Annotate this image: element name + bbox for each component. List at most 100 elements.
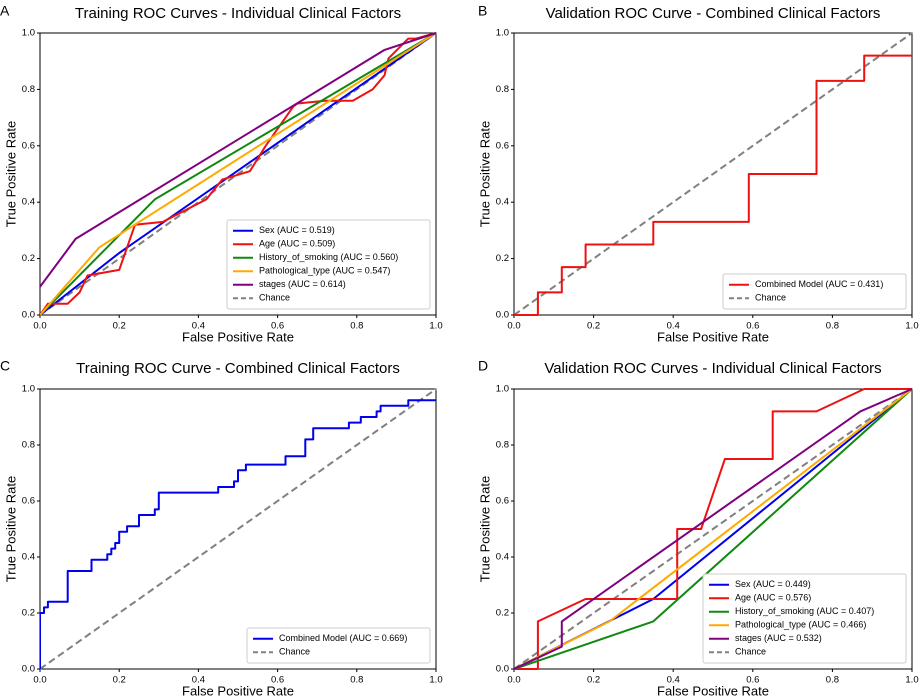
x-tick-label: 0.6 [271,675,284,686]
x-tick-label: 0.8 [826,321,839,332]
series-line-5 [514,388,913,670]
y-axis-label: True Positive Rate [477,121,492,227]
panel-label: A [0,3,10,19]
legend-entry: Chance [755,293,786,303]
x-tick-label: 0.8 [350,321,363,332]
panel-label: B [478,3,487,19]
y-tick-label: 1.0 [22,384,35,395]
chart-title: Training ROC Curves - Individual Clinica… [75,5,401,22]
legend-entry: Pathological_type (AUC = 0.466) [735,620,866,630]
legend-entry: Chance [735,647,766,657]
x-tick-label: 0.4 [667,675,680,686]
series-line-0 [40,399,436,669]
x-tick-label: 0.6 [271,321,284,332]
x-tick-label: 0.0 [507,675,520,686]
y-tick-label: 0.4 [496,552,509,563]
axes-frame [513,32,913,316]
legend-entry: Sex (AUC = 0.519) [259,225,335,235]
series-line-1 [40,32,437,316]
y-tick-label: 0.4 [22,552,35,563]
y-tick-label: 0.6 [496,140,509,151]
series-line-4 [514,388,913,670]
y-tick-label: 0.8 [496,84,509,95]
legend-entry: stages (AUC = 0.614) [259,279,346,289]
chart-title: Validation ROC Curve - Combined Clinical… [546,5,881,22]
y-tick-label: 0.4 [496,197,509,208]
y-tick-label: 0.2 [22,253,35,264]
x-axis-label: False Positive Rate [657,683,769,698]
legend-entry: Combined Model (AUC = 0.669) [279,633,407,643]
legend: Sex (AUC = 0.519) Age (AUC = 0.509) Histor… [226,219,431,310]
y-tick-label: 1.0 [496,384,509,395]
legend-entry: Age (AUC = 0.509) [259,239,335,249]
y-tick-label: 0.8 [22,440,35,451]
y-tick-label: 0.0 [22,664,35,675]
x-axis-label: False Positive Rate [182,683,294,698]
chart-title: Training ROC Curve - Combined Clinical F… [76,360,400,377]
legend-box [226,219,431,310]
legend-entry: Age (AUC = 0.576) [735,593,811,603]
y-tick-label: 0.0 [496,664,509,675]
x-tick-label: 0.4 [192,321,205,332]
chart-title: Validation ROC Curves - Individual Clini… [544,360,881,377]
axes-frame [513,388,913,670]
x-tick-label: 1.0 [905,321,918,332]
y-tick-label: 1.0 [22,28,35,39]
legend: Sex (AUC = 0.449) Age (AUC = 0.576) Histor… [702,573,907,664]
panel-d: D Validation ROC Curves - Individual Clin… [477,358,918,698]
y-tick-label: 0.2 [496,253,509,264]
x-tick-label: 1.0 [429,675,442,686]
x-axis-label: False Positive Rate [657,329,769,344]
x-tick-label: 1.0 [905,675,918,686]
legend-entry: stages (AUC = 0.532) [735,633,822,643]
legend-entry: Combined Model (AUC = 0.431) [755,279,883,289]
series-line-0 [40,32,437,316]
y-axis-label: True Positive Rate [477,476,492,582]
series-line-0 [514,54,912,316]
legend-box [702,573,907,664]
legend-entry: History_of_smoking (AUC = 0.407) [735,606,874,616]
series-line-2 [40,32,437,316]
x-axis-label: False Positive Rate [182,329,294,344]
x-tick-label: 1.0 [429,321,442,332]
y-tick-label: 0.2 [22,608,35,619]
panel-c: C Training ROC Curve - Combined Clinical … [0,358,443,698]
y-axis-label: True Positive Rate [3,121,18,227]
panel-label: D [478,358,488,374]
y-tick-label: 1.0 [496,28,509,39]
legend-box [722,273,907,310]
y-axis-label: True Positive Rate [3,476,18,582]
x-tick-label: 0.4 [667,321,680,332]
series-line-1 [514,32,913,316]
series-line-3 [40,32,437,316]
y-tick-label: 0.2 [496,608,509,619]
y-tick-label: 0.4 [22,197,35,208]
x-tick-label: 0.0 [33,321,46,332]
x-tick-label: 0.4 [192,675,205,686]
axes-frame [39,388,437,670]
axes-frame [39,32,437,316]
y-tick-label: 0.0 [22,310,35,321]
series-line-1 [40,388,437,670]
panel-a: A Training ROC Curves - Individual Clinic… [0,3,443,345]
y-tick-label: 0.6 [22,140,35,151]
legend-entry: Sex (AUC = 0.449) [735,579,811,589]
legend: Combined Model (AUC = 0.431) Chance [722,273,907,310]
x-tick-label: 0.6 [746,675,759,686]
y-tick-label: 0.6 [496,496,509,507]
x-tick-label: 0.2 [587,675,600,686]
legend-entry: Chance [259,293,290,303]
series-line-2 [514,388,913,670]
x-tick-label: 0.8 [826,675,839,686]
x-tick-label: 0.0 [33,675,46,686]
series-line-1 [514,388,912,670]
y-tick-label: 0.0 [496,310,509,321]
x-tick-label: 0.2 [113,675,126,686]
y-tick-label: 0.8 [22,84,35,95]
panel-b: B Validation ROC Curve - Combined Clinica… [477,3,918,345]
series-line-4 [40,32,437,288]
y-tick-label: 0.8 [496,440,509,451]
legend-box [246,627,431,664]
legend-entry: Pathological_type (AUC = 0.547) [259,266,390,276]
